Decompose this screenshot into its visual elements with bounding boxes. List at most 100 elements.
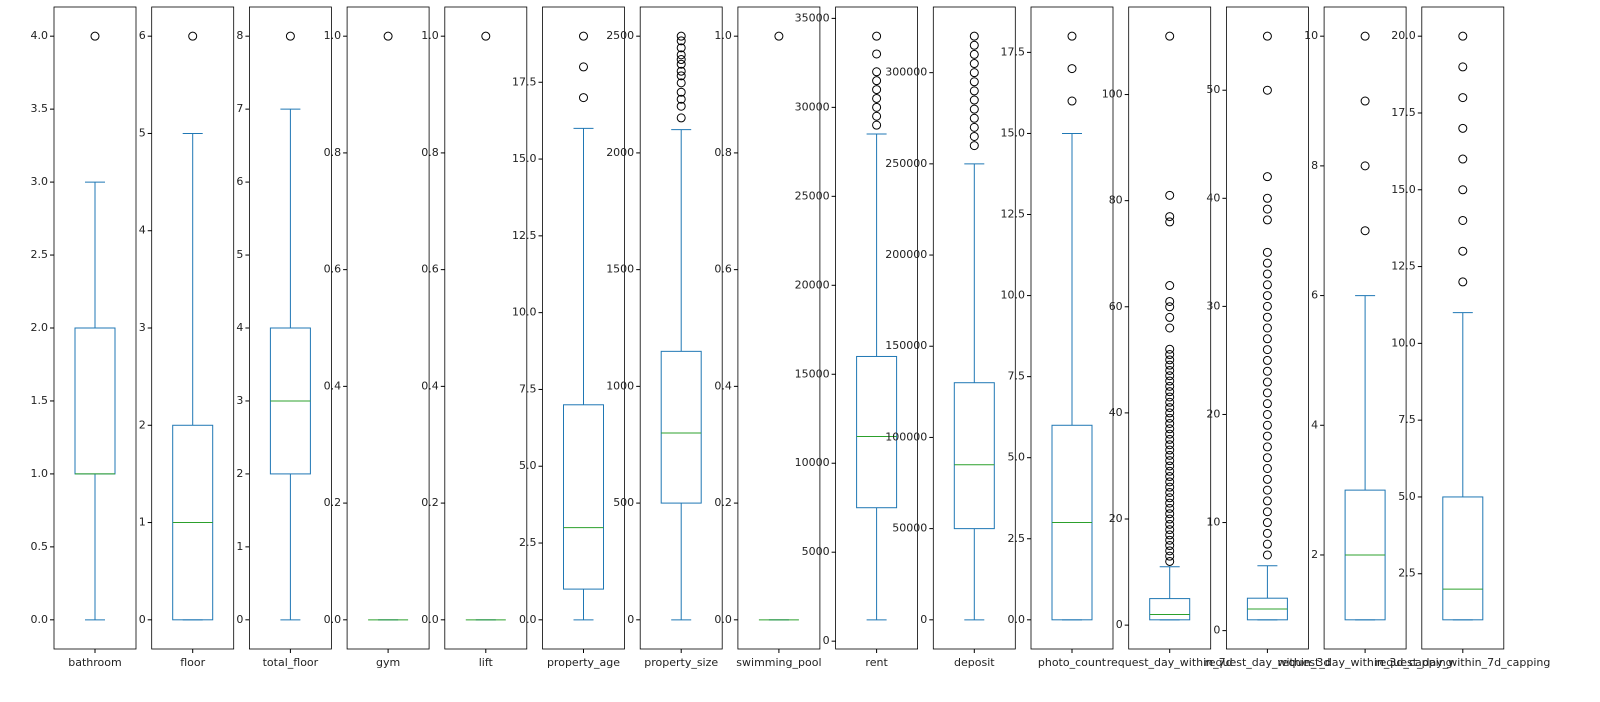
flier <box>1360 31 1370 41</box>
y-tick-label: 17.5 <box>1391 106 1416 119</box>
flier <box>969 49 979 59</box>
flier <box>1262 355 1272 365</box>
flier <box>1165 514 1175 524</box>
y-tick-label: 8 <box>236 29 243 42</box>
flier <box>872 67 882 77</box>
flier <box>969 31 979 41</box>
flier <box>1262 301 1272 311</box>
flier <box>1262 539 1272 549</box>
y-tick-label: 1.0 <box>714 29 732 42</box>
y-tick-label: 20 <box>1206 407 1220 420</box>
y-tick-label: 2.5 <box>1008 532 1026 545</box>
flier <box>1262 507 1272 517</box>
flier <box>676 78 686 88</box>
flier <box>1165 365 1175 375</box>
flier <box>1458 62 1468 72</box>
y-tick-label: 5 <box>139 126 146 139</box>
flier <box>1165 397 1175 407</box>
flier <box>1262 518 1272 528</box>
x-tick-label: property_size <box>644 656 718 669</box>
flier <box>1165 424 1175 434</box>
x-tick-label: photo_count <box>1038 656 1107 669</box>
flier <box>1262 269 1272 279</box>
flier <box>969 113 979 123</box>
x-tick-label: property_age <box>547 656 620 669</box>
y-tick-label: 17.5 <box>1001 45 1026 58</box>
y-tick-label: 0.8 <box>421 146 439 159</box>
y-tick-label: 5.0 <box>1008 451 1026 464</box>
y-tick-label: 2 <box>236 467 243 480</box>
y-tick-label: 500 <box>613 496 634 509</box>
flier <box>1165 461 1175 471</box>
y-tick-label: 4 <box>1311 418 1318 431</box>
flier <box>1165 302 1175 312</box>
flier <box>676 101 686 111</box>
flier <box>676 31 686 41</box>
box <box>856 355 898 509</box>
flier <box>1262 431 1272 441</box>
y-tick-label: 6 <box>139 29 146 42</box>
flier <box>1262 453 1272 463</box>
flier <box>188 31 198 41</box>
y-tick-label: 15.0 <box>512 152 537 165</box>
y-tick-label: 0 <box>920 613 927 626</box>
y-tick-label: 100 <box>1102 88 1123 101</box>
flier <box>383 31 393 41</box>
y-tick-label: 20 <box>1109 512 1123 525</box>
x-tick-label: request_day_within_3d_capping <box>1278 656 1453 669</box>
flier <box>1262 377 1272 387</box>
x-tick-label: bathroom <box>68 656 121 669</box>
plot-frame <box>346 6 430 650</box>
y-tick-label: 5000 <box>802 545 830 558</box>
y-tick-label: 80 <box>1109 194 1123 207</box>
y-tick-label: 1.5 <box>31 394 49 407</box>
y-tick-label: 1000 <box>606 379 634 392</box>
box <box>74 327 116 475</box>
plot-frame <box>444 6 528 650</box>
flier <box>1262 204 1272 214</box>
y-tick-label: 25000 <box>795 189 830 202</box>
flier <box>872 76 882 86</box>
flier <box>1262 399 1272 409</box>
flier <box>1165 413 1175 423</box>
x-tick-label: request_day_within_7d_capping <box>1375 656 1550 669</box>
y-tick-label: 15.0 <box>1001 126 1026 139</box>
flier <box>1165 360 1175 370</box>
y-tick-label: 100000 <box>885 430 927 443</box>
flier <box>1165 387 1175 397</box>
flier <box>1458 93 1468 103</box>
y-tick-label: 0.0 <box>519 613 537 626</box>
y-tick-label: 0 <box>139 613 146 626</box>
flier <box>676 55 686 65</box>
flier <box>579 31 588 41</box>
flier <box>1262 247 1272 257</box>
flier <box>1262 388 1272 398</box>
flier <box>872 111 882 121</box>
flier <box>1262 345 1272 355</box>
x-tick-label: request_day_within_3d <box>1204 656 1330 669</box>
y-tick-label: 3.0 <box>31 175 49 188</box>
y-tick-label: 12.5 <box>1391 260 1416 273</box>
y-tick-label: 15000 <box>795 367 830 380</box>
flier <box>969 68 979 78</box>
y-tick-label: 3.5 <box>31 102 49 115</box>
flier <box>676 113 686 123</box>
flier <box>1165 312 1175 322</box>
y-tick-label: 0.5 <box>31 540 49 553</box>
flier <box>1165 434 1175 444</box>
flier <box>1165 190 1175 200</box>
flier <box>1262 85 1272 95</box>
flier <box>1165 419 1175 429</box>
plot-frame <box>1128 6 1212 650</box>
flier <box>969 77 979 87</box>
x-tick-label: gym <box>376 656 400 669</box>
flier <box>1165 519 1175 529</box>
y-tick-label: 0.4 <box>324 379 342 392</box>
y-tick-label: 10 <box>1206 516 1220 529</box>
flier <box>1165 509 1175 519</box>
y-tick-label: 2.0 <box>31 321 49 334</box>
y-tick-label: 150000 <box>885 339 927 352</box>
y-tick-label: 0.4 <box>714 379 732 392</box>
flier <box>1165 466 1175 476</box>
